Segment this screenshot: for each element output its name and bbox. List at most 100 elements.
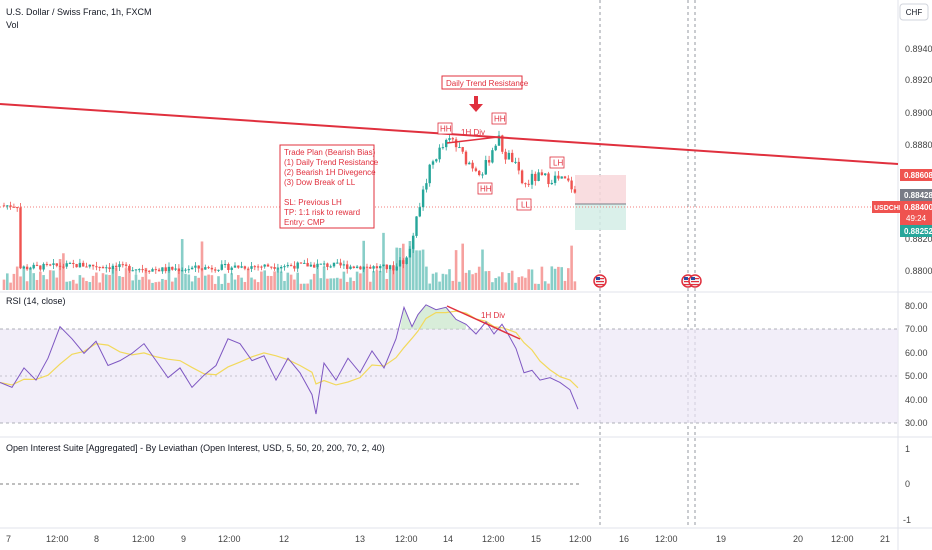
volume-bar bbox=[359, 273, 362, 290]
time-axis[interactable]: 7 12:00 8 12:00 9 12:00 12 13 12:00 14 1… bbox=[6, 534, 890, 544]
candle-body bbox=[207, 267, 210, 269]
candle-body bbox=[342, 264, 346, 266]
candle-body bbox=[197, 265, 200, 269]
ll-label-box[interactable] bbox=[516, 198, 532, 211]
volume-bar bbox=[6, 273, 9, 290]
lh-label-box[interactable] bbox=[549, 156, 565, 169]
volume-bar bbox=[207, 274, 210, 290]
volume-bar bbox=[372, 271, 375, 290]
volume-bar bbox=[557, 266, 560, 290]
candle-body bbox=[501, 135, 504, 152]
volume-bar bbox=[204, 275, 207, 290]
volume-bar bbox=[75, 283, 78, 290]
oi-title[interactable]: Open Interest Suite [Aggregated] - By Le… bbox=[6, 443, 385, 453]
volume-bar bbox=[418, 250, 422, 290]
volume-bar bbox=[527, 269, 530, 290]
currency-button-label: CHF bbox=[906, 8, 923, 17]
candle-body bbox=[448, 138, 451, 140]
candle-body bbox=[39, 265, 42, 270]
candle-body bbox=[560, 176, 563, 179]
oi-axis[interactable]: 1 0 -1 bbox=[903, 444, 911, 525]
take-profit-zone[interactable] bbox=[575, 204, 626, 230]
volume-bar bbox=[147, 279, 151, 290]
stop-loss-zone[interactable] bbox=[575, 175, 626, 204]
volume-bar bbox=[461, 243, 464, 290]
volume-bar bbox=[431, 273, 435, 290]
volume-bar bbox=[534, 283, 537, 290]
rsi-divergence-line[interactable] bbox=[446, 305, 521, 340]
trade-plan-line: Entry: CMP bbox=[284, 218, 325, 227]
entry-price-text: 0.88428 bbox=[904, 191, 932, 200]
volume-bar bbox=[220, 283, 224, 290]
candle-body bbox=[55, 263, 58, 266]
candle-body bbox=[309, 264, 313, 267]
candle-body bbox=[504, 151, 507, 160]
volume-bar bbox=[141, 276, 144, 290]
symbol-title[interactable]: U.S. Dollar / Swiss Franc, 1h, FXCM bbox=[6, 7, 152, 17]
hh-label-box[interactable] bbox=[491, 112, 507, 125]
price-divergence-label: 1H Div bbox=[461, 128, 485, 137]
candle-body bbox=[230, 267, 233, 270]
candle-body bbox=[379, 266, 382, 269]
candle-body bbox=[190, 267, 194, 270]
time-tick: 12:00 bbox=[482, 534, 505, 544]
candle-body bbox=[141, 269, 144, 271]
volume-bar bbox=[471, 274, 474, 290]
volume-bar bbox=[550, 266, 554, 290]
candle-body bbox=[75, 264, 78, 268]
us-flag-icon[interactable] bbox=[688, 274, 702, 288]
volume-bar bbox=[230, 273, 233, 290]
time-tick: 12:00 bbox=[569, 534, 592, 544]
stop-price-tag bbox=[900, 225, 932, 237]
rsi-divergence-label: 1H Div bbox=[481, 311, 505, 320]
rsi-lines[interactable] bbox=[0, 304, 579, 415]
rsi-title[interactable]: RSI (14, close) bbox=[6, 296, 66, 306]
volume-bar bbox=[306, 283, 309, 290]
volume-bar bbox=[174, 277, 177, 290]
candle-body bbox=[362, 266, 365, 270]
volume-bar bbox=[567, 268, 570, 290]
candle-body bbox=[355, 266, 359, 268]
candle-body bbox=[32, 264, 35, 269]
candle-body bbox=[570, 180, 573, 190]
us-flag-icon[interactable] bbox=[593, 274, 607, 288]
candle-body bbox=[388, 265, 392, 270]
currency-button[interactable] bbox=[899, 3, 929, 21]
resistance-label-box[interactable] bbox=[441, 75, 523, 90]
candle-body bbox=[494, 145, 497, 151]
candle-body bbox=[115, 265, 118, 268]
candle-body bbox=[313, 264, 316, 268]
candle-body bbox=[415, 216, 418, 236]
volume-bar bbox=[345, 281, 349, 290]
time-tick: 12:00 bbox=[46, 534, 69, 544]
time-tick: 12:00 bbox=[132, 534, 155, 544]
candle-body bbox=[382, 264, 385, 267]
volume-bar bbox=[352, 280, 356, 290]
rsi-overbought-fill bbox=[400, 304, 466, 330]
stop-price-text: 0.88252 bbox=[904, 227, 932, 236]
volume-bar bbox=[408, 241, 412, 290]
volume-label[interactable]: Vol bbox=[6, 20, 19, 30]
rsi-tick: 70.00 bbox=[905, 324, 928, 334]
price-divergence-line[interactable] bbox=[446, 136, 499, 144]
volume-bar bbox=[52, 270, 55, 290]
hh-label-box[interactable] bbox=[437, 122, 453, 135]
candle-body bbox=[167, 266, 171, 272]
volume-bars bbox=[2, 232, 577, 290]
candle-body bbox=[365, 266, 369, 268]
rsi-ma-line bbox=[0, 310, 579, 389]
hh-label-box[interactable] bbox=[477, 182, 493, 195]
volume-bar bbox=[161, 278, 164, 290]
volume-bar bbox=[421, 249, 425, 290]
volume-bar bbox=[9, 282, 12, 290]
candle-body bbox=[299, 262, 303, 264]
candle-body bbox=[233, 265, 237, 268]
volume-bar bbox=[497, 276, 501, 290]
candle-body bbox=[425, 183, 428, 190]
rsi-axis[interactable]: 80.00 70.00 60.00 50.00 40.00 30.00 bbox=[905, 301, 928, 428]
price-candles[interactable] bbox=[2, 130, 577, 275]
trade-plan-note[interactable]: Trade Plan (Bearish Bias) (1) Daily Tren… bbox=[279, 144, 379, 229]
